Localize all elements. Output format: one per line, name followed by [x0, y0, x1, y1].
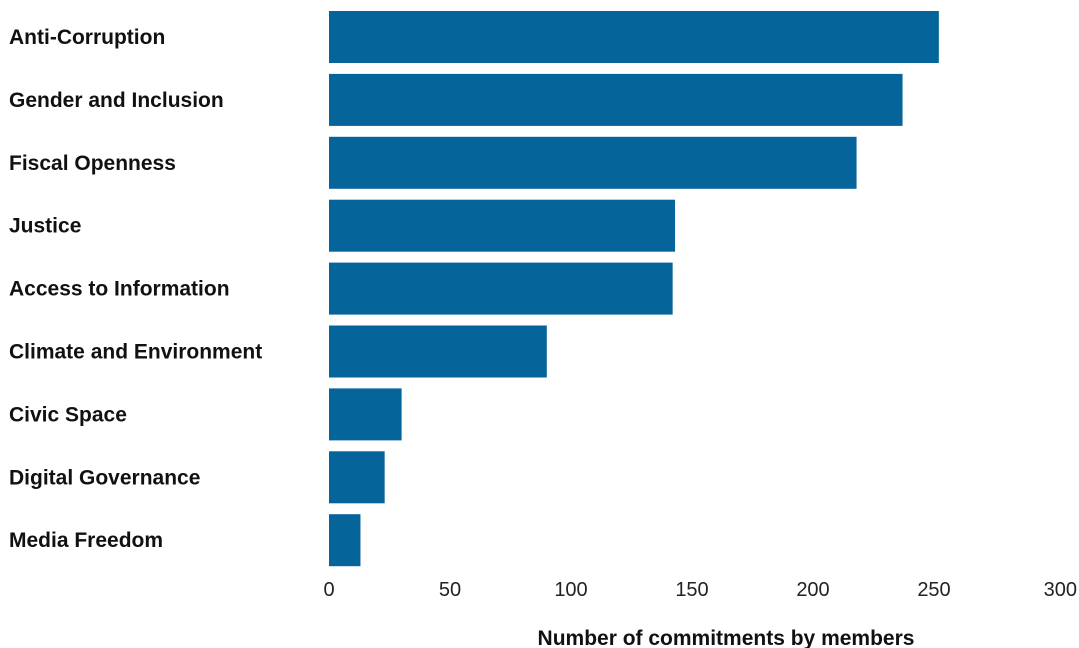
category-label-civic-space: Civic Space	[9, 403, 127, 426]
x-tick-label: 200	[796, 579, 829, 601]
bar-digital-governance	[329, 451, 385, 504]
x-tick-label: 100	[554, 579, 587, 601]
category-label-climate-and-environment: Climate and Environment	[9, 341, 262, 364]
bar-climate-and-environment	[329, 325, 547, 378]
category-labels: Anti-Corruption Gender and Inclusion Fisca…	[9, 26, 262, 552]
category-label-fiscal-openness: Fiscal Openness	[9, 152, 176, 175]
category-label-media-freedom: Media Freedom	[9, 529, 163, 552]
bar-media-freedom	[329, 514, 361, 567]
bar-justice	[329, 199, 676, 252]
bar-access-to-information	[329, 262, 673, 315]
bar-fiscal-openness	[329, 136, 857, 189]
bars-group	[329, 11, 939, 567]
category-label-digital-governance: Digital Governance	[9, 466, 200, 489]
x-tick-label: 150	[675, 579, 708, 601]
category-label-anti-corruption: Anti-Corruption	[9, 26, 165, 49]
category-label-access-to-information: Access to Information	[9, 278, 230, 301]
bar-anti-corruption	[329, 11, 939, 63]
x-tick-label: 50	[439, 579, 461, 601]
category-label-gender-and-inclusion: Gender and Inclusion	[9, 89, 224, 112]
x-tick-label: 300	[1044, 579, 1077, 601]
bar-gender-and-inclusion	[329, 73, 903, 126]
x-axis-title: Number of commitments by members	[538, 627, 915, 648]
x-axis-ticks: 0 50 100 150 200 250 300	[323, 579, 1077, 601]
category-label-justice: Justice	[9, 215, 81, 238]
x-tick-label: 0	[323, 579, 334, 601]
bar-civic-space	[329, 388, 402, 441]
x-tick-label: 250	[917, 579, 950, 601]
